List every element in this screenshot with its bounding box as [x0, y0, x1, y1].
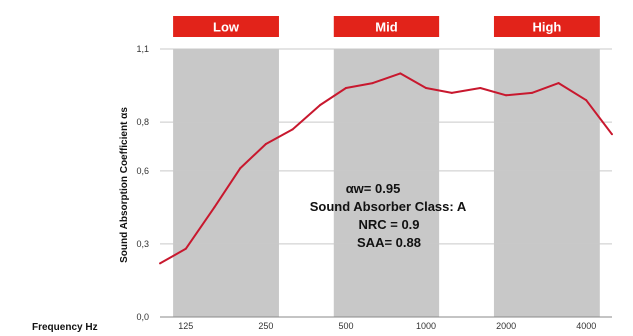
data-point [319, 104, 322, 107]
saa-annotation: SAA= 0.88 [357, 235, 421, 250]
data-point [213, 206, 216, 209]
y-tick-labels: 0,0 0,3 0,6 0,8 1,1 [136, 44, 149, 322]
x-tick-label: 250 [258, 321, 273, 331]
data-point [479, 86, 482, 89]
data-point [611, 133, 613, 136]
band-label-box-low [173, 16, 279, 37]
band-label-high: High [532, 20, 561, 35]
x-tick-label: 2000 [496, 321, 516, 331]
band-shade-low [173, 49, 279, 317]
data-point [450, 91, 453, 94]
data-point [159, 262, 161, 265]
data-point [184, 247, 187, 250]
x-axis-title: Frequency Hz [32, 322, 98, 333]
data-point [371, 82, 374, 85]
band-label-low: Low [213, 20, 240, 35]
band-label-box-high [493, 16, 600, 37]
x-tick-label: 500 [338, 321, 353, 331]
x-tick-label: 4000 [576, 321, 596, 331]
x-tick-label: 1000 [416, 321, 436, 331]
y-tick-label: 0,3 [136, 239, 149, 249]
alpha-w-annotation: αw= 0.95 [346, 181, 401, 196]
frequency-band-labels: Low Mid High [173, 16, 600, 37]
y-tick-label: 0,6 [136, 166, 149, 176]
data-point [505, 94, 508, 97]
x-tick-labels: 125 250 500 1000 2000 4000 [178, 321, 596, 331]
frequency-band-shading [173, 49, 600, 317]
data-point [399, 72, 402, 75]
data-point [239, 167, 242, 170]
band-shade-high [493, 49, 600, 317]
band-label-box-mid [333, 16, 440, 37]
absorption-data-points [159, 72, 613, 265]
absorption-curve [159, 72, 613, 265]
absorber-class-annotation: Sound Absorber Class: A [310, 199, 467, 214]
data-point [344, 86, 347, 89]
y-gridlines [160, 48, 612, 245]
y-tick-label: 1,1 [136, 44, 149, 54]
x-tick-label: 125 [178, 321, 193, 331]
y-axis-title: Sound Absorption Coefficient αs [119, 107, 130, 263]
data-point [557, 82, 560, 85]
performance-annotations: αw= 0.95 Sound Absorber Class: A NRC = 0… [310, 181, 467, 250]
data-point [425, 86, 428, 89]
band-label-mid: Mid [375, 20, 397, 35]
data-point [291, 128, 294, 131]
data-point [264, 143, 267, 146]
band-shade-mid [333, 49, 440, 317]
y-tick-label: 0,8 [136, 117, 149, 127]
nrc-annotation: NRC = 0.9 [358, 217, 419, 232]
data-point [530, 91, 533, 94]
data-point [585, 99, 588, 102]
y-tick-label: 0,0 [136, 312, 149, 322]
